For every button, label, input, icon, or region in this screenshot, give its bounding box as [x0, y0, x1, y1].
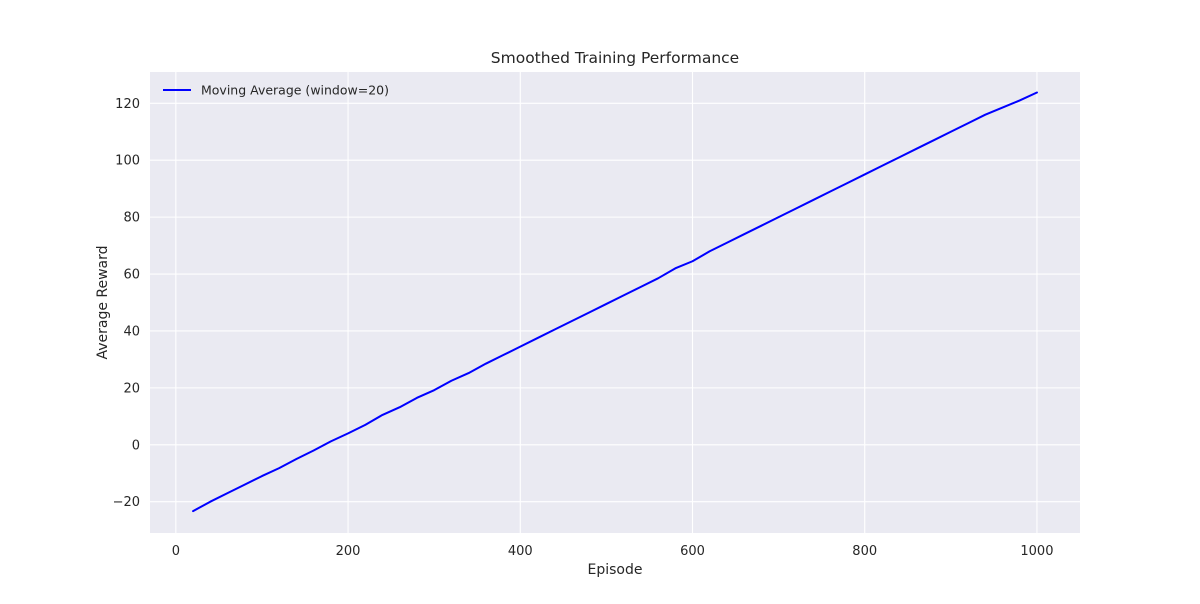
x-tick-label: 800 — [852, 544, 877, 559]
y-tick-label: 100 — [115, 154, 140, 169]
y-tick-label: 80 — [123, 211, 140, 226]
tick-labels: 0 200 400 600 800 1000 −20 0 20 40 60 80 100 120 — [113, 97, 1054, 559]
y-tick-label: −20 — [113, 495, 140, 510]
series-line-0 — [192, 91, 1038, 513]
legend-label: Moving Average (window=20) — [201, 83, 389, 98]
legend: Moving Average (window=20) — [163, 83, 389, 98]
chart-title: Smoothed Training Performance — [491, 49, 739, 67]
x-tick-label: 0 — [172, 544, 180, 559]
y-tick-label: 60 — [123, 268, 140, 283]
y-tick-label: 20 — [123, 381, 140, 396]
y-tick-label: 40 — [123, 324, 140, 339]
grid-lines — [150, 72, 1080, 533]
y-axis-label: Average Reward — [95, 245, 111, 359]
x-tick-label: 400 — [508, 544, 533, 559]
y-tick-label: 0 — [132, 438, 140, 453]
y-tick-label: 120 — [115, 97, 140, 112]
x-tick-label: 200 — [336, 544, 361, 559]
plot-area — [150, 72, 1080, 533]
x-tick-label: 600 — [680, 544, 705, 559]
series-layer — [192, 91, 1038, 513]
x-axis-label: Episode — [588, 562, 643, 578]
x-tick-label: 1000 — [1020, 544, 1053, 559]
